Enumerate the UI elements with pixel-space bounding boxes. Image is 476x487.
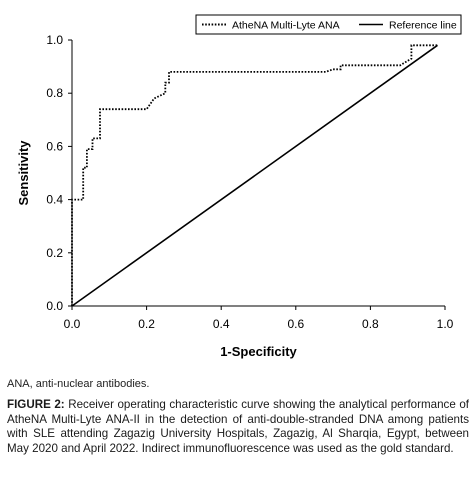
x-tick-label: 0.0 xyxy=(64,317,81,331)
roc-chart: 0.0 0.2 0.4 0.6 0.8 1.0 0.0 0.2 0.4 0.6 0.8 1.0 1-Sp… xyxy=(16,14,462,359)
reference-line xyxy=(71,44,438,307)
y-tick-label: 1.0 xyxy=(46,33,63,47)
x-tick-label: 0.4 xyxy=(213,317,230,331)
x-tick-label: 1.0 xyxy=(437,317,454,331)
legend-box xyxy=(195,14,462,35)
figure-caption: FIGURE 2: Receiver operating characteris… xyxy=(7,398,469,456)
y-tick-label: 0.2 xyxy=(46,246,63,260)
y-tick-label: 0.4 xyxy=(46,193,63,207)
x-tick-label: 0.2 xyxy=(138,317,155,331)
figure-caption-text: Receiver operating characteristic curve … xyxy=(7,398,469,455)
x-tick-label: 0.8 xyxy=(362,317,379,331)
y-tick-label: 0.0 xyxy=(46,299,63,313)
abbreviation-note: ANA, anti-nuclear antibodies. xyxy=(7,378,150,390)
y-axis-label: Sensitivity xyxy=(16,140,31,206)
legend-label: Reference line xyxy=(389,20,457,32)
legend-label: AtheNA Multi-Lyte ANA xyxy=(232,20,340,32)
x-tick-label: 0.6 xyxy=(287,317,304,331)
y-tick-label: 0.8 xyxy=(46,86,63,100)
y-tick-label: 0.6 xyxy=(46,139,63,153)
roc-curve-line xyxy=(71,44,438,306)
x-axis-label: 1-Specificity xyxy=(220,344,297,359)
figure-label: FIGURE 2: xyxy=(7,398,65,411)
